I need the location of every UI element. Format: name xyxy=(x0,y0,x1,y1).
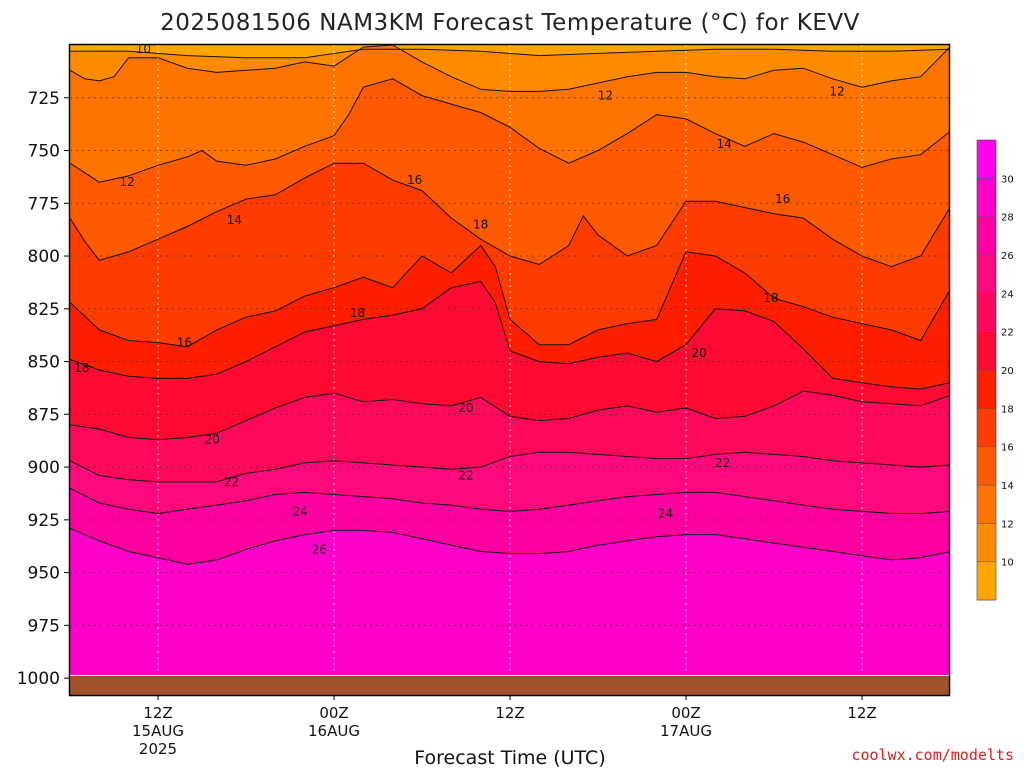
contour-label: 12 xyxy=(120,175,135,189)
y-tick-label: 950 xyxy=(28,564,60,584)
contour-label: 16 xyxy=(775,192,790,206)
y-tick-label: 750 xyxy=(28,142,60,162)
colorbar-swatch xyxy=(977,140,996,179)
colorbar-tick-label: 20 xyxy=(1001,366,1014,377)
contour-label: 18 xyxy=(473,217,488,231)
fill-band-12 xyxy=(70,45,950,183)
y-tick-label: 825 xyxy=(28,300,60,320)
y-tick-label: 850 xyxy=(28,353,60,373)
plot-area: 10 12 12 12 14 14 16 16 16 18 18 18 18 20 20 20 22 22 22 24… xyxy=(68,42,951,697)
x-tick-date-label: 15AUG xyxy=(132,722,184,740)
colorbar-tick-label: 10 xyxy=(1001,558,1014,569)
contour-label: 14 xyxy=(716,137,731,151)
x-tick-label: 12Z xyxy=(847,704,876,722)
x-tick-date-label: 16AUG xyxy=(308,722,360,740)
contour-label: 20 xyxy=(205,433,220,447)
contour-label: 18 xyxy=(350,306,365,320)
source-credit[interactable]: coolwx.com/modelts xyxy=(851,746,1014,764)
contour-line-10 xyxy=(70,48,950,59)
contour-line-26 xyxy=(70,487,950,515)
fill-band-24 xyxy=(70,452,950,514)
y-tick-label: 925 xyxy=(28,511,60,531)
fill-band-28 xyxy=(70,528,950,675)
chart-title: 2025081506 NAM3KM Forecast Temperature (… xyxy=(160,10,860,36)
colorbar-swatch xyxy=(977,561,996,601)
contour-label: 24 xyxy=(293,504,308,518)
contour-label: 22 xyxy=(458,469,473,483)
contour-label: 12 xyxy=(598,89,613,103)
y-tick-label: 900 xyxy=(28,458,60,478)
colorbar-swatch xyxy=(977,331,996,371)
contour-label: 18 xyxy=(74,361,89,375)
fill-band-18 xyxy=(70,245,950,389)
colorbar-swatch xyxy=(977,446,996,486)
contour-label: 22 xyxy=(224,475,239,489)
colorbar-swatch xyxy=(977,216,996,256)
contour-label: 20 xyxy=(458,401,473,415)
contour-label: 10 xyxy=(136,42,151,56)
x-tick-label: 00Z xyxy=(319,704,348,722)
contour-line-16 xyxy=(70,162,950,268)
contour-line-28 xyxy=(70,527,950,565)
contour-line-12 xyxy=(70,45,950,92)
colorbar-swatch xyxy=(977,370,996,409)
colorbar-swatch xyxy=(977,523,996,563)
contour-label: 12 xyxy=(829,84,844,98)
x-axis-label: Forecast Time (UTC) xyxy=(414,747,605,768)
y-tick-label: 775 xyxy=(28,194,60,214)
colorbar-tick-label: 14 xyxy=(1001,481,1014,492)
contour-line-18 xyxy=(70,244,950,348)
colorbar-tick-label: 28 xyxy=(1001,213,1014,224)
contour-label: 26 xyxy=(312,542,327,556)
contour-label: 24 xyxy=(658,507,673,521)
colorbar-swatch xyxy=(977,408,996,448)
y-axis: 725 750 775 800 825 850 875 900 925 950 975 1000 xyxy=(17,89,70,689)
y-tick-label: 975 xyxy=(28,616,60,636)
contour-label: 22 xyxy=(715,456,730,470)
x-tick-date-label: 17AUG xyxy=(660,722,712,740)
x-tick-year-label: 2025 xyxy=(139,740,177,758)
y-tick-label: 875 xyxy=(28,405,60,425)
colorbar-swatch xyxy=(977,255,996,294)
colorbar-tick-label: 18 xyxy=(1001,404,1014,415)
contour-labels: 10 12 12 12 14 14 16 16 16 18 18 18 18 20 20 20 22 22 22 24… xyxy=(74,42,845,556)
ground-surface xyxy=(70,676,950,695)
colorbar-tick-label: 16 xyxy=(1001,443,1014,454)
contour-label: 20 xyxy=(692,346,707,360)
colorbar-tick-label: 30 xyxy=(1001,174,1014,185)
contour-line-14 xyxy=(70,78,950,183)
colorbar-tick-label: 22 xyxy=(1001,328,1014,339)
colorbar-swatch xyxy=(977,293,996,333)
y-tick-label: 725 xyxy=(28,89,60,109)
fill-band-16 xyxy=(70,163,950,347)
colorbar-swatch xyxy=(977,178,996,218)
contour-lines xyxy=(70,45,950,565)
y-tick-label: 800 xyxy=(28,247,60,267)
colorbar-tick-label: 24 xyxy=(1001,289,1014,300)
colorbar-swatch xyxy=(977,485,996,524)
contour-label: 14 xyxy=(227,213,242,227)
contour-line-20 xyxy=(70,280,950,390)
x-tick-label: 12Z xyxy=(143,704,172,722)
contour-label: 16 xyxy=(177,336,192,350)
contour-line-22 xyxy=(70,390,950,441)
y-tick-label: 1000 xyxy=(17,669,60,689)
colorbar-tick-label: 12 xyxy=(1001,519,1014,530)
contour-line-24 xyxy=(70,451,950,483)
x-tick-label: 00Z xyxy=(671,704,700,722)
color-legend: 10 12 14 16 18 20 22 24 26 28 30 xyxy=(976,139,1014,601)
fill-band-10 xyxy=(70,45,950,92)
contour-label: 18 xyxy=(763,291,778,305)
x-tick-label: 12Z xyxy=(495,704,524,722)
contour-label: 16 xyxy=(407,173,422,187)
fill-band-20 xyxy=(70,281,950,440)
colorbar-tick-label: 26 xyxy=(1001,251,1014,262)
